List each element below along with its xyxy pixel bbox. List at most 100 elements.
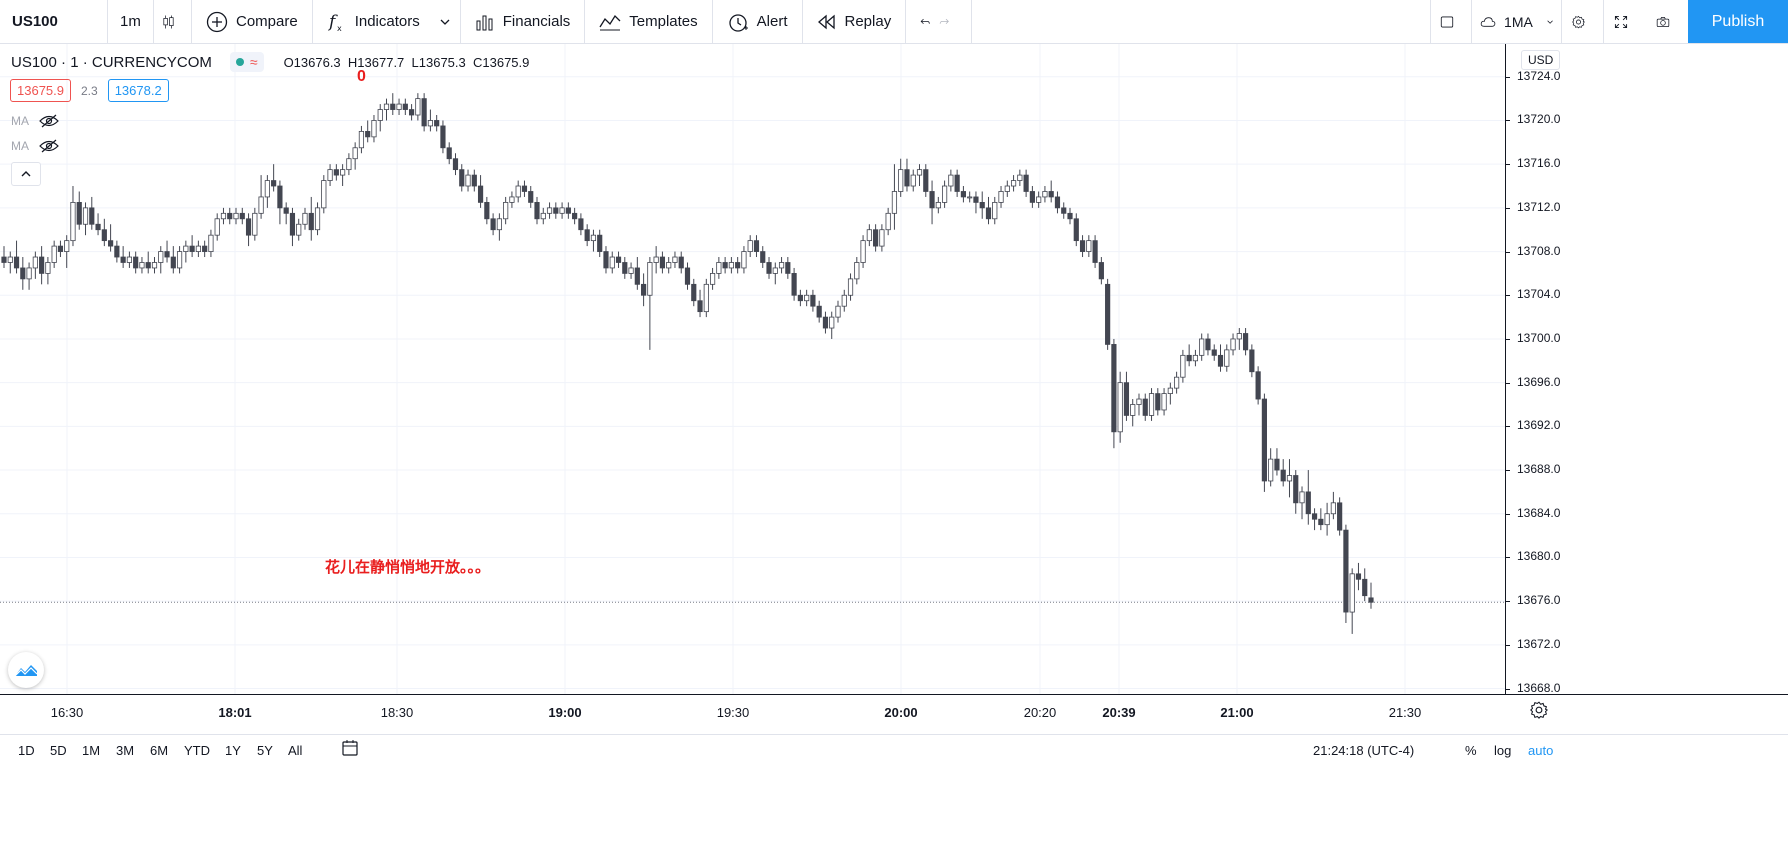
- candle-body[interactable]: [1155, 393, 1161, 411]
- candle-body[interactable]: [252, 212, 258, 236]
- auto-toggle[interactable]: auto: [1528, 743, 1554, 758]
- candle-body[interactable]: [1261, 398, 1267, 482]
- candle-body[interactable]: [1199, 338, 1205, 356]
- candle-body[interactable]: [1, 256, 7, 263]
- candle-body[interactable]: [183, 245, 189, 252]
- candle-body[interactable]: [628, 267, 634, 274]
- candle-body[interactable]: [1205, 338, 1211, 351]
- gear-icon[interactable]: [1530, 701, 1548, 719]
- fullscreen-button[interactable]: [1604, 0, 1646, 43]
- candle-body[interactable]: [1224, 349, 1230, 367]
- candle-body[interactable]: [126, 256, 133, 263]
- candle-body[interactable]: [277, 185, 283, 209]
- clock-timezone[interactable]: 21:24:18 (UTC-4): [1313, 743, 1415, 758]
- candle-body[interactable]: [1105, 283, 1111, 345]
- candle-body[interactable]: [935, 202, 941, 209]
- percent-toggle[interactable]: %: [1465, 743, 1477, 758]
- candle-body[interactable]: [885, 212, 891, 231]
- candle-body[interactable]: [352, 147, 358, 160]
- candle-body[interactable]: [521, 185, 528, 192]
- candle-body[interactable]: [703, 283, 709, 313]
- candle-body[interactable]: [314, 207, 321, 231]
- candle-body[interactable]: [1349, 573, 1355, 613]
- candle-body[interactable]: [346, 158, 352, 171]
- candle-body[interactable]: [835, 305, 841, 318]
- candle-body[interactable]: [565, 207, 571, 214]
- candle-body[interactable]: [998, 191, 1004, 203]
- candle-body[interactable]: [728, 262, 734, 269]
- candle-body[interactable]: [64, 240, 70, 252]
- candle-body[interactable]: [747, 240, 753, 252]
- interval-button[interactable]: 1m: [108, 0, 154, 43]
- candle-body[interactable]: [1174, 376, 1180, 389]
- candle-body[interactable]: [1142, 398, 1148, 416]
- candle-body[interactable]: [847, 278, 854, 296]
- candle-body[interactable]: [208, 234, 214, 252]
- symbol-search[interactable]: US100: [0, 0, 108, 43]
- text-annotation[interactable]: 花儿在静悄悄地开放。。。: [325, 559, 491, 576]
- candle-body[interactable]: [434, 120, 440, 127]
- zero-marker-annotation[interactable]: 0: [357, 68, 366, 85]
- candle-body[interactable]: [114, 245, 120, 258]
- candle-body[interactable]: [1249, 349, 1255, 373]
- candle-body[interactable]: [584, 229, 590, 242]
- range-button-1y[interactable]: 1Y: [225, 743, 241, 758]
- candle-body[interactable]: [1268, 458, 1274, 482]
- candle-body[interactable]: [7, 256, 13, 263]
- range-button-1d[interactable]: 1D: [18, 743, 35, 758]
- candle-body[interactable]: [220, 212, 227, 220]
- candle-body[interactable]: [427, 120, 433, 127]
- candle-body[interactable]: [170, 256, 176, 269]
- candle-body[interactable]: [1274, 458, 1280, 471]
- candle-body[interactable]: [245, 218, 252, 236]
- candle-body[interactable]: [866, 229, 872, 242]
- chevron-down-icon[interactable]: [1547, 18, 1553, 26]
- candle-body[interactable]: [1036, 196, 1042, 203]
- candle-body[interactable]: [904, 169, 910, 187]
- candle-body[interactable]: [860, 240, 866, 263]
- collapse-legend-button[interactable]: [11, 162, 41, 186]
- candle-body[interactable]: [490, 218, 496, 231]
- candle-body[interactable]: [891, 191, 898, 214]
- chart-style-button[interactable]: [154, 0, 192, 43]
- candle-body[interactable]: [534, 202, 540, 220]
- candle-body[interactable]: [1305, 491, 1311, 515]
- candle-body[interactable]: [402, 103, 408, 110]
- candle-body[interactable]: [1054, 196, 1061, 209]
- candle-body[interactable]: [120, 256, 126, 263]
- candle-body[interactable]: [503, 202, 509, 220]
- templates-button[interactable]: Templates: [585, 0, 713, 43]
- candle-body[interactable]: [377, 109, 383, 121]
- candle-body[interactable]: [189, 245, 195, 252]
- range-button-5d[interactable]: 5D: [50, 743, 67, 758]
- candle-body[interactable]: [1086, 240, 1092, 252]
- candle-body[interactable]: [873, 229, 879, 247]
- candle-body[interactable]: [760, 251, 766, 263]
- candle-body[interactable]: [471, 174, 477, 187]
- candle-body[interactable]: [421, 98, 427, 127]
- calendar-icon[interactable]: [341, 739, 359, 757]
- candle-body[interactable]: [735, 262, 741, 269]
- candle-body[interactable]: [785, 262, 791, 274]
- candle-body[interactable]: [810, 294, 816, 307]
- candle-body[interactable]: [1211, 349, 1217, 356]
- candle-body[interactable]: [741, 251, 747, 269]
- candle-body[interactable]: [1111, 344, 1117, 433]
- candle-body[interactable]: [854, 262, 860, 280]
- candle-body[interactable]: [1293, 475, 1299, 504]
- candle-body[interactable]: [459, 169, 465, 187]
- candle-body[interactable]: [1230, 338, 1236, 351]
- candle-body[interactable]: [45, 262, 51, 274]
- candle-body[interactable]: [258, 196, 264, 214]
- candle-body[interactable]: [340, 169, 346, 176]
- candle-body[interactable]: [164, 251, 170, 258]
- candle-body[interactable]: [1337, 502, 1343, 531]
- replay-button[interactable]: Replay: [803, 0, 907, 43]
- candle-body[interactable]: [1255, 371, 1261, 400]
- candle-body[interactable]: [816, 305, 822, 318]
- candle-body[interactable]: [20, 267, 26, 280]
- candle-body[interactable]: [1167, 387, 1173, 394]
- candle-body[interactable]: [553, 207, 559, 214]
- range-button-1m[interactable]: 1M: [82, 743, 101, 758]
- candle-body[interactable]: [13, 256, 20, 269]
